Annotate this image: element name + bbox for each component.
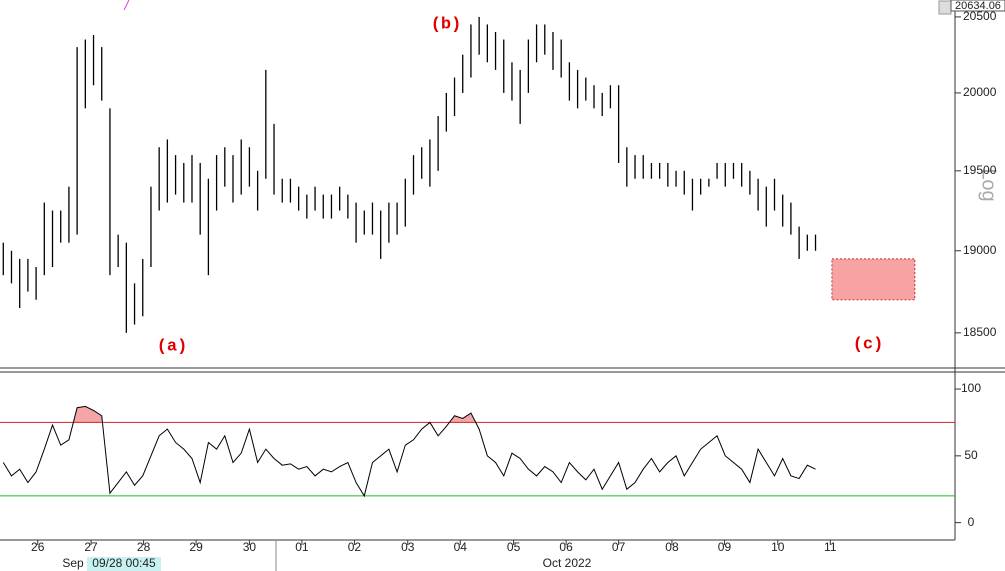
x-tick-label: 30 — [243, 540, 257, 554]
cursor-label-bg — [87, 557, 161, 571]
drawing-stroke — [123, 0, 130, 11]
x-tick-label: 09 — [718, 540, 732, 554]
x-tick-label: 08 — [665, 540, 679, 554]
y-tick-label: 0 — [968, 515, 975, 529]
y-tick-label: 20000 — [963, 85, 997, 99]
x-tick-label: 01 — [295, 540, 309, 554]
x-tick-label: 05 — [507, 540, 521, 554]
y-tick-label: 19500 — [963, 163, 997, 177]
x-tick-label: 10 — [771, 540, 785, 554]
wave-label: (b) — [431, 15, 462, 34]
menu-icon[interactable] — [938, 0, 952, 15]
y-tick-label: 50 — [964, 448, 978, 462]
month-label: Oct 2022 — [543, 556, 592, 570]
wave-label: (c) — [853, 335, 884, 354]
x-tick-label: 02 — [348, 540, 362, 554]
x-tick-label: 03 — [401, 540, 415, 554]
last-price-box — [950, 0, 1005, 12]
x-tick-label: 11 — [824, 540, 837, 554]
y-tick-label: 18500 — [963, 325, 997, 339]
x-tick-label: 07 — [612, 540, 626, 554]
x-tick-label: 29 — [189, 540, 203, 554]
y-tick-label: 19000 — [963, 243, 997, 257]
x-tick-label: 28 — [137, 540, 151, 554]
x-tick-label: 26 — [31, 540, 45, 554]
target-zone — [831, 258, 916, 301]
x-tick-label: 04 — [454, 540, 468, 554]
scale-label: Log — [978, 168, 1000, 201]
cursor-label: 09/28 00:45 — [92, 556, 156, 570]
y-tick-label: 20500 — [963, 9, 997, 23]
wave-label: (a) — [157, 337, 188, 356]
rsi-line — [2, 405, 816, 498]
y-tick-label: 100 — [961, 381, 981, 395]
x-tick-label: 06 — [559, 540, 573, 554]
x-tick-label: 27 — [84, 540, 98, 554]
last-price-label: 20634.06 — [955, 0, 1001, 12]
month-label: Sep — [62, 556, 84, 570]
